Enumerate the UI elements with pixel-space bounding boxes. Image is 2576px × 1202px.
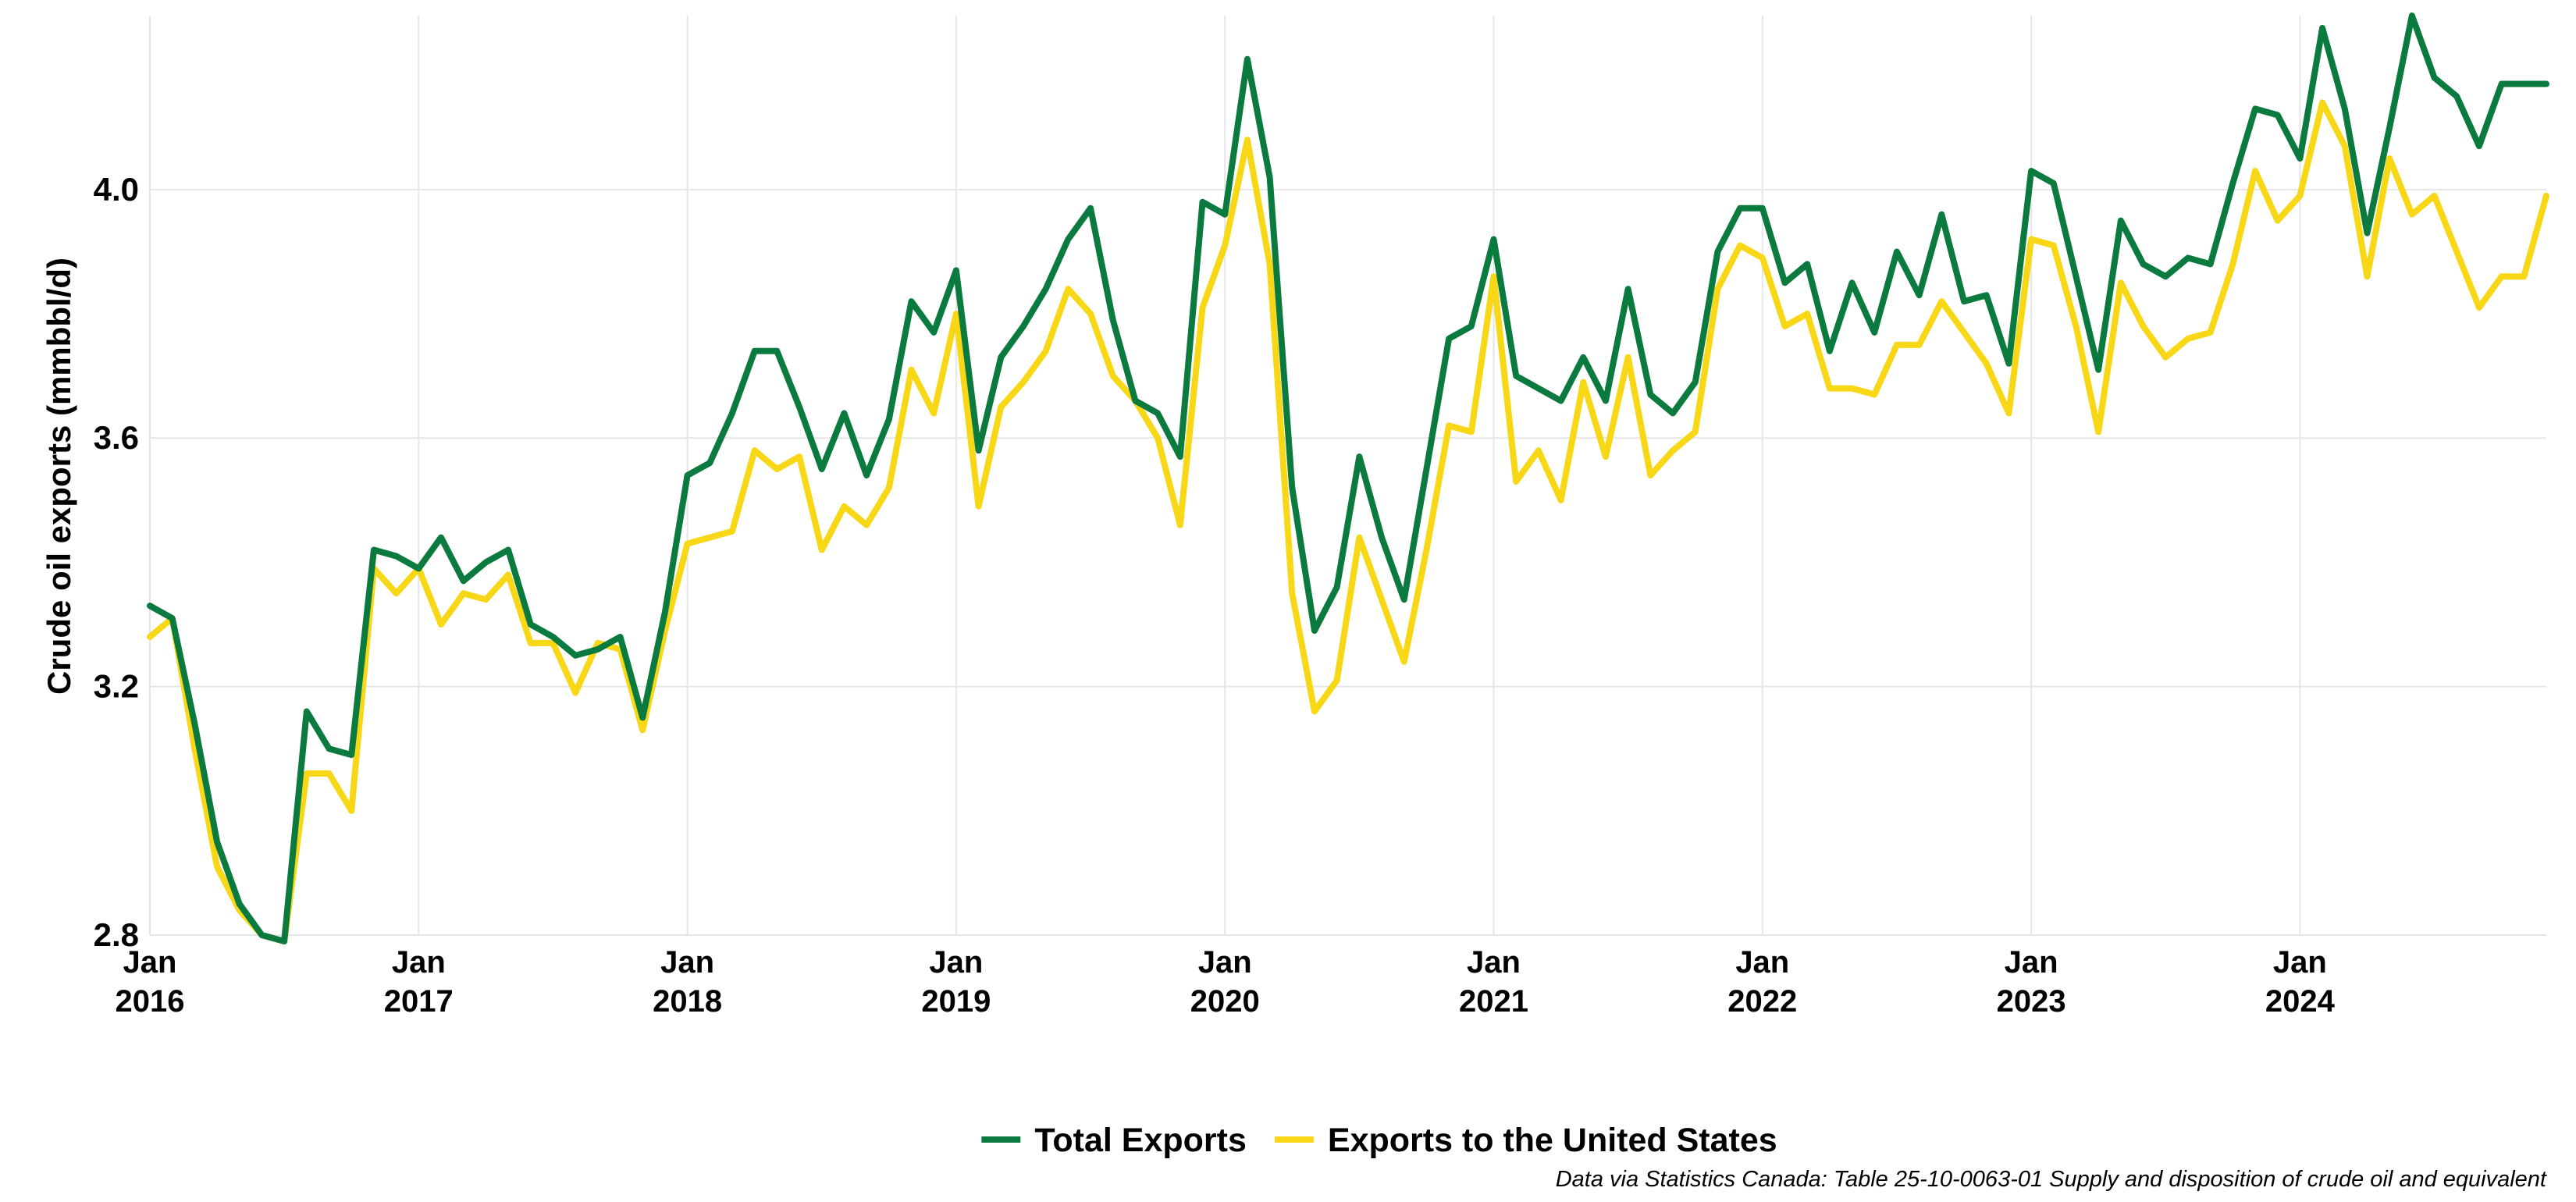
x-tick-year: 2021: [1459, 984, 1528, 1019]
x-tick-month: Jan: [1467, 945, 1521, 980]
x-tick-year: 2019: [921, 984, 991, 1019]
series-line-total-exports: [147, 12, 2549, 944]
grid-lines: [149, 16, 2546, 936]
x-tick-month: Jan: [2273, 945, 2327, 980]
x-tick-year: 2016: [116, 984, 185, 1019]
x-tick-month: Jan: [123, 945, 177, 980]
legend-label-total-exports: Total Exports: [1034, 1122, 1247, 1159]
x-tick-month: Jan: [1735, 945, 1789, 980]
y-tick-label: 4.0: [94, 171, 139, 208]
y-axis-title: Crude oil exports (mmbbl/d): [41, 258, 77, 695]
x-axis: Jan 2016 Jan 2017 Jan 2018 Jan 2019 Jan 2020 Jan 20…: [116, 945, 2336, 1019]
series-lines: [147, 12, 2549, 944]
series-line-exports-to-the-united-states: [147, 99, 2549, 944]
x-tick-year: 2018: [653, 984, 722, 1019]
x-tick-month: Jan: [660, 945, 714, 980]
x-tick-month: Jan: [929, 945, 983, 980]
y-tick-label: 3.6: [94, 419, 139, 456]
source-caption: Data via Statistics Canada: Table 25-10-…: [1556, 1167, 2548, 1192]
legend-label-exports-to-the-united-states: Exports to the United States: [1328, 1122, 1777, 1159]
x-tick-year: 2023: [1997, 984, 2066, 1019]
y-tick-label: 2.8: [94, 916, 139, 953]
x-tick-month: Jan: [2005, 945, 2058, 980]
y-tick-label: 3.2: [94, 668, 139, 705]
x-tick-month: Jan: [392, 945, 446, 980]
x-tick-year: 2017: [384, 984, 454, 1019]
x-tick-year: 2020: [1190, 984, 1260, 1019]
x-tick-year: 2024: [2265, 984, 2336, 1019]
x-tick-month: Jan: [1198, 945, 1252, 980]
y-axis: 2.8 3.2 3.6 4.0: [94, 171, 139, 953]
x-tick-year: 2022: [1727, 984, 1797, 1019]
legend: Total Exports Exports to the United State…: [981, 1122, 1777, 1159]
